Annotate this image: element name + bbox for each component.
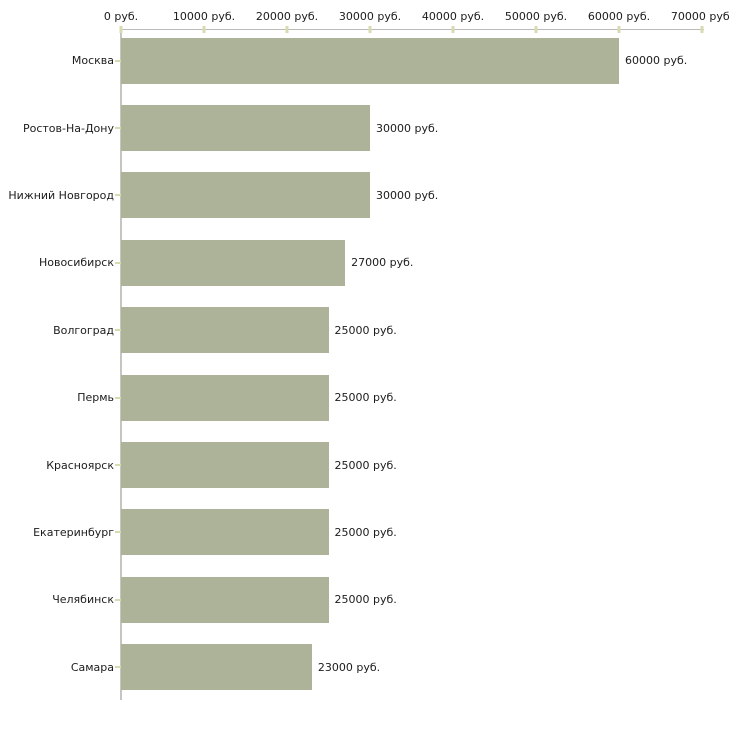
category-label: Новосибирск bbox=[38, 256, 114, 270]
x-axis-tick-mark bbox=[285, 26, 289, 33]
bar bbox=[121, 105, 370, 152]
category-label: Самара bbox=[70, 660, 114, 674]
x-axis-tick-mark bbox=[368, 26, 372, 33]
bar bbox=[121, 644, 312, 691]
x-axis-tick-label: 60000 руб. bbox=[587, 10, 651, 23]
category-label: Ростов-На-Дону bbox=[22, 121, 114, 135]
category-tick-mark bbox=[115, 59, 121, 62]
category-tick-mark bbox=[115, 261, 121, 264]
bar-row: Москва 60000 руб. bbox=[0, 27, 730, 94]
category-tick-mark bbox=[115, 329, 121, 332]
x-axis-tick-label: 70000 руб. bbox=[670, 10, 730, 23]
bar-row: Челябинск 25000 руб. bbox=[0, 566, 730, 633]
bar-row: Пермь 25000 руб. bbox=[0, 364, 730, 431]
bar bbox=[121, 374, 329, 421]
bar bbox=[121, 239, 346, 286]
category-tick-mark bbox=[115, 396, 121, 399]
bar bbox=[121, 442, 329, 489]
bar bbox=[121, 172, 370, 219]
bar-row: Екатеринбург 25000 руб. bbox=[0, 499, 730, 566]
category-tick-mark bbox=[115, 194, 121, 197]
x-axis-tick-label: 30000 руб. bbox=[338, 10, 402, 23]
bar-row: Ростов-На-Дону 30000 руб. bbox=[0, 94, 730, 161]
value-label: 25000 руб. bbox=[334, 323, 397, 337]
category-tick-mark bbox=[115, 464, 121, 467]
y-axis-line bbox=[120, 29, 122, 700]
value-label: 60000 руб. bbox=[625, 54, 688, 68]
value-label: 25000 руб. bbox=[334, 391, 397, 405]
bar-row: Новосибирск 27000 руб. bbox=[0, 229, 730, 296]
value-label: 25000 руб. bbox=[334, 458, 397, 472]
category-tick-mark bbox=[115, 598, 121, 601]
x-axis-tick-label: 0 руб. bbox=[103, 10, 139, 23]
bar-row: Нижний Новгород 30000 руб. bbox=[0, 162, 730, 229]
value-label: 23000 руб. bbox=[317, 660, 381, 674]
x-axis-tick-mark bbox=[119, 26, 123, 33]
category-tick-mark bbox=[115, 127, 121, 130]
x-axis-tick-mark bbox=[700, 26, 704, 33]
x-axis-tick-mark bbox=[617, 26, 621, 33]
value-label: 30000 руб. bbox=[376, 188, 439, 202]
x-axis-tick-label: 10000 руб. bbox=[172, 10, 236, 23]
bar bbox=[121, 307, 329, 354]
category-label: Челябинск bbox=[52, 593, 114, 607]
bar-row: Волгоград 25000 руб. bbox=[0, 297, 730, 364]
bar bbox=[121, 509, 329, 556]
category-label: Екатеринбург bbox=[33, 525, 114, 539]
x-axis-line bbox=[120, 29, 704, 30]
category-label: Пермь bbox=[77, 391, 114, 405]
x-axis-tick-mark bbox=[451, 26, 455, 33]
x-axis-tick-label: 50000 руб. bbox=[504, 10, 568, 23]
bar bbox=[121, 37, 619, 84]
value-label: 25000 руб. bbox=[334, 593, 397, 607]
category-tick-mark bbox=[115, 531, 121, 534]
bar bbox=[121, 576, 329, 623]
category-label: Москва bbox=[71, 54, 114, 68]
bar-row: Красноярск 25000 руб. bbox=[0, 431, 730, 498]
x-axis-tick-label: 40000 руб. bbox=[421, 10, 485, 23]
x-axis-tick-mark bbox=[202, 26, 206, 33]
category-label: Красноярск bbox=[46, 458, 114, 472]
category-label: Нижний Новгород bbox=[8, 188, 114, 202]
category-label: Волгоград bbox=[53, 323, 114, 337]
value-label: 25000 руб. bbox=[334, 525, 397, 539]
x-axis-tick-mark bbox=[534, 26, 538, 33]
bar-rows: Москва 60000 руб. Ростов-На-Дону 30000 р… bbox=[0, 27, 730, 701]
value-label: 30000 руб. bbox=[376, 121, 439, 135]
category-tick-mark bbox=[115, 666, 121, 669]
x-axis-tick-label: 20000 руб. bbox=[255, 10, 319, 23]
bar-row: Самара 23000 руб. bbox=[0, 634, 730, 701]
value-label: 27000 руб. bbox=[351, 256, 414, 270]
